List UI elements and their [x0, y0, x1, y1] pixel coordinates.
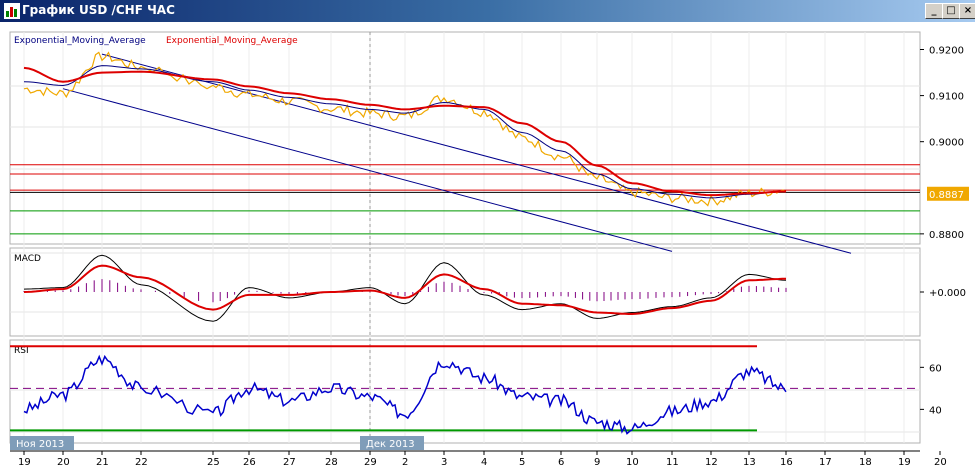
date-label: 25 — [207, 457, 220, 468]
chart-area[interactable]: Exponential_Moving_Average Exponential_Mo… — [0, 22, 975, 475]
date-label: 26 — [243, 457, 256, 468]
ema-slow-line — [23, 66, 786, 197]
date-label: 22 — [135, 457, 148, 468]
date-label: 19 — [18, 457, 31, 468]
date-label: 2 — [402, 457, 408, 468]
month-label: Ноя 2013 — [16, 439, 64, 450]
title-bar[interactable]: График USD /CHF ЧАС _ □ × — [0, 0, 975, 22]
month-label-bg — [360, 436, 424, 450]
current-price-label: 0.8887 — [929, 190, 964, 201]
window-title: График USD /CHF ЧАС — [22, 3, 175, 17]
date-label: 4 — [481, 457, 487, 468]
price-tick-label: 0.9000 — [929, 138, 964, 149]
panel-0-frame — [9, 31, 921, 245]
chart-app-icon — [4, 3, 20, 19]
month-label-bg — [10, 436, 74, 450]
current-price-box — [927, 186, 969, 201]
date-label: 3 — [441, 457, 447, 468]
date-label: 19 — [898, 457, 911, 468]
macd-line — [23, 254, 787, 322]
legend-ema-slow: Exponential_Moving_Average — [166, 36, 298, 46]
date-label: 29 — [364, 457, 377, 468]
close-button[interactable]: × — [959, 3, 975, 19]
chart-canvas[interactable]: Exponential_Moving_Average Exponential_Mo… — [0, 22, 975, 475]
macd-title: MACD — [14, 254, 41, 264]
date-label: 20 — [57, 457, 70, 468]
date-label: 11 — [666, 457, 679, 468]
price-tick-label: 0.8800 — [929, 230, 964, 241]
date-label: 10 — [626, 457, 639, 468]
date-label: 18 — [859, 457, 872, 468]
rsi-title: RSI — [14, 346, 29, 356]
rsi-tick-label: 40 — [929, 405, 942, 416]
month-label: Дек 2013 — [366, 439, 415, 450]
date-label: 6 — [558, 457, 564, 468]
date-label: 13 — [743, 457, 756, 468]
macd-signal-line — [23, 264, 786, 315]
panel-1-frame — [9, 247, 921, 337]
date-label: 17 — [819, 457, 832, 468]
date-label: 9 — [594, 457, 600, 468]
date-label: 20 — [934, 457, 947, 468]
rsi-line — [23, 354, 787, 435]
date-label: 27 — [283, 457, 296, 468]
date-label: 12 — [705, 457, 718, 468]
legend-ema-fast: Exponential_Moving_Average — [14, 36, 146, 46]
date-label: 5 — [519, 457, 525, 468]
maximize-button[interactable]: □ — [942, 3, 960, 19]
price-tick-label: 0.9100 — [929, 92, 964, 103]
channel-line — [62, 88, 673, 252]
panel-2-frame — [9, 339, 921, 444]
price-tick-label: 0.9200 — [929, 46, 964, 57]
minimize-button[interactable]: _ — [925, 3, 943, 19]
rsi-tick-label: 60 — [929, 363, 942, 374]
date-label: 16 — [780, 457, 793, 468]
date-label: 21 — [96, 457, 109, 468]
date-label: 28 — [325, 457, 338, 468]
macd-tick-label: +0.000 — [929, 288, 966, 299]
channel-line — [101, 53, 852, 254]
